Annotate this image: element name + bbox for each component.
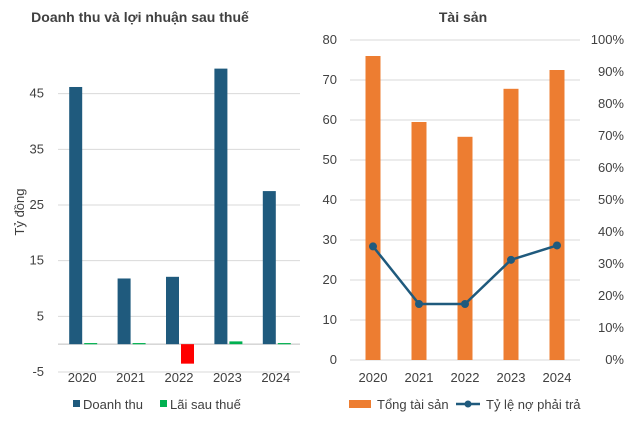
y2-tick-label: 80%	[598, 96, 624, 111]
bar-profit	[229, 341, 243, 345]
legend-swatch-total-assets	[349, 400, 371, 408]
legend-label-revenue: Doanh thu	[83, 397, 143, 412]
bar-revenue	[166, 276, 179, 345]
y-tick-label: -5	[32, 364, 44, 379]
y2-tick-labels: 0% 10% 20% 30% 40% 50% 60% 70% 80% 90% 100%	[591, 32, 625, 367]
x-tick-label: 2024	[543, 370, 572, 385]
x-tick-label: 2023	[497, 370, 526, 385]
y2-tick-label: 50%	[598, 192, 624, 207]
bar-total-assets	[503, 88, 519, 361]
y-tick-label: 80	[323, 32, 337, 47]
x-tick-label: 2022	[165, 370, 194, 385]
y-tick-label: 30	[323, 232, 337, 247]
gridlines	[58, 93, 300, 373]
bars	[365, 56, 565, 361]
y-axis-label: Tỷ đồng	[12, 189, 27, 236]
assets-chart: Tài sản 0 10 20 30 40 50 60 70 80 0% 10% 20% 30% 40%…	[323, 9, 625, 412]
bar-profit	[181, 344, 194, 364]
point-debt-ratio	[369, 242, 377, 251]
y-tick-label: 10	[323, 312, 337, 327]
x-tick-label: 2020	[359, 370, 388, 385]
bar-revenue	[262, 191, 276, 345]
legend-swatch-revenue	[73, 400, 80, 407]
bar-profit	[132, 343, 146, 345]
chart-title: Doanh thu và lợi nhuận sau thuế	[31, 9, 249, 25]
y-tick-label: 35	[30, 141, 44, 156]
gridlines	[350, 39, 580, 361]
bar-total-assets	[411, 122, 427, 360]
chart-title: Tài sản	[439, 9, 487, 25]
y-tick-labels: -5 5 15 25 35 45	[30, 86, 44, 379]
bar-revenue	[214, 68, 228, 345]
y-tick-labels: 0 10 20 30 40 50 60 70 80	[323, 32, 337, 367]
y2-tick-label: 90%	[598, 64, 624, 79]
y-tick-label: 45	[30, 86, 44, 101]
y-tick-label: 50	[323, 152, 337, 167]
y-tick-label: 20	[323, 272, 337, 287]
y-tick-label: 70	[323, 72, 337, 87]
x-tick-label: 2021	[116, 370, 145, 385]
legend-marker-debt-ratio	[464, 400, 472, 408]
y-tick-label: 60	[323, 112, 337, 127]
bar-revenue	[117, 278, 131, 345]
legend-label-profit: Lãi sau thuế	[170, 397, 242, 412]
legend: Tổng tài sản Tỷ lệ nợ phải trả	[349, 397, 581, 412]
legend: Doanh thu Lãi sau thuế	[73, 397, 242, 412]
x-tick-label: 2023	[213, 370, 242, 385]
y2-tick-label: 60%	[598, 160, 624, 175]
y2-tick-label: 0%	[605, 352, 624, 367]
bar-revenue	[69, 86, 83, 345]
x-tick-label: 2021	[405, 370, 434, 385]
y2-tick-label: 100%	[591, 32, 625, 47]
bar-total-assets	[365, 56, 381, 360]
point-debt-ratio	[461, 300, 469, 308]
x-tick-label: 2022	[451, 370, 480, 385]
bars	[69, 68, 291, 364]
x-tick-label: 2024	[261, 370, 290, 385]
bar-total-assets	[549, 70, 565, 360]
point-debt-ratio	[415, 300, 423, 308]
point-debt-ratio	[507, 255, 515, 264]
y-tick-label: 25	[30, 197, 44, 212]
y2-tick-label: 30%	[598, 256, 624, 271]
x-tick-labels: 2020 2021 2022 2023 2024	[359, 370, 572, 385]
y2-tick-label: 20%	[598, 288, 624, 303]
x-tick-labels: 2020 2021 2022 2023 2024	[68, 370, 291, 385]
point-debt-ratio	[553, 241, 561, 250]
y2-tick-label: 10%	[598, 320, 624, 335]
y-tick-label: 5	[37, 308, 44, 323]
y-tick-label: 15	[30, 253, 44, 268]
legend-swatch-profit	[160, 400, 167, 407]
y-tick-label: 0	[330, 352, 337, 367]
bar-total-assets	[457, 136, 473, 360]
revenue-profit-chart: Doanh thu và lợi nhuận sau thuế Tỷ đồng …	[12, 9, 300, 412]
x-tick-label: 2020	[68, 370, 97, 385]
y2-tick-label: 70%	[598, 128, 624, 143]
legend-label-debt-ratio: Tỷ lệ nợ phải trả	[486, 397, 581, 412]
y-tick-label: 40	[323, 192, 337, 207]
debt-ratio-line	[369, 241, 561, 308]
bar-profit	[84, 343, 98, 345]
bar-profit	[277, 343, 291, 345]
y2-tick-label: 40%	[598, 224, 624, 239]
legend-label-total-assets: Tổng tài sản	[377, 397, 449, 412]
